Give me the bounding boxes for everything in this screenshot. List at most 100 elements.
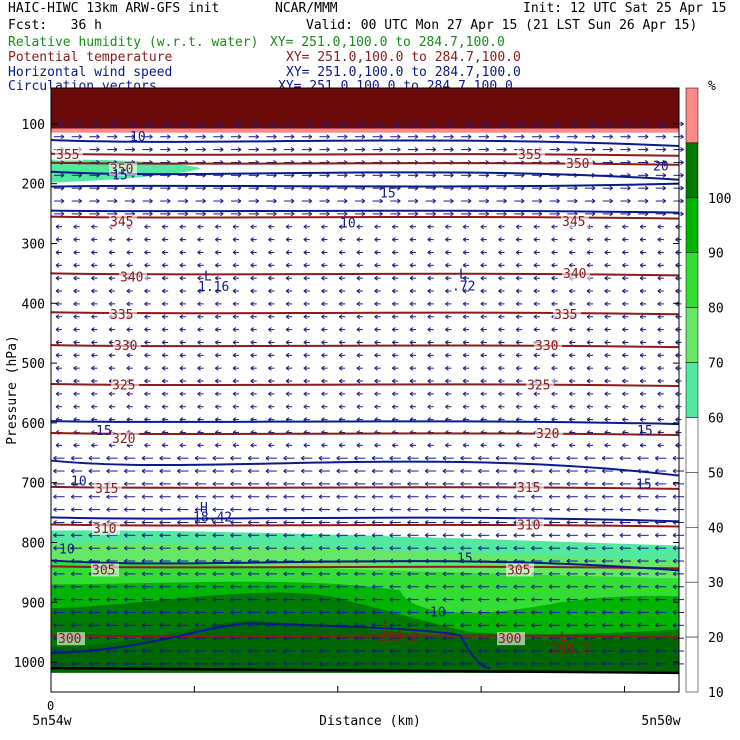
x-left-label: 5n54w — [32, 714, 71, 729]
vector-head — [604, 404, 608, 410]
vector-head — [268, 442, 272, 448]
circulation-vector — [338, 378, 346, 384]
circulation-vector — [498, 365, 505, 371]
vector-head — [586, 404, 591, 410]
vector-head — [161, 314, 166, 320]
vector-head — [247, 507, 252, 513]
circulation-vector — [655, 455, 667, 461]
circulation-vector — [91, 224, 98, 230]
vector-head — [55, 442, 60, 448]
circulation-vector — [179, 378, 186, 384]
circulation-vector — [638, 198, 649, 204]
circulation-vector — [108, 365, 116, 371]
circulation-vector — [73, 224, 80, 230]
circulation-vector — [604, 224, 611, 230]
circulation-vector — [124, 198, 136, 204]
vector-head — [515, 340, 520, 345]
vector-head — [569, 391, 573, 397]
circulation-vector — [356, 378, 363, 384]
vector-head — [432, 198, 436, 204]
colorbar-segment — [685, 417, 699, 473]
circulation-vector — [584, 507, 596, 513]
circulation-vector — [445, 262, 452, 268]
circulation-vector — [445, 327, 452, 333]
circulation-vector — [108, 352, 116, 358]
vector-head — [141, 507, 146, 513]
circulation-vector — [70, 507, 83, 513]
vector-head — [407, 494, 411, 500]
circulation-vector — [177, 121, 189, 127]
circulation-vector — [161, 314, 169, 320]
circulation-vector — [301, 134, 313, 140]
vector-head — [538, 134, 543, 140]
vector-head — [237, 121, 242, 127]
vector-head — [131, 147, 136, 153]
circulation-vector — [265, 494, 277, 500]
circulation-vector — [54, 211, 65, 217]
circulation-vector — [212, 468, 224, 474]
circulation-vector — [622, 442, 629, 448]
vector-head — [53, 494, 57, 500]
circulation-vector — [247, 494, 260, 500]
circulation-vector — [108, 288, 116, 294]
vector-head — [55, 391, 60, 397]
circulation-vector — [462, 262, 470, 268]
circulation-vector — [250, 250, 257, 255]
vector-head — [265, 520, 270, 525]
vector-head — [427, 365, 431, 371]
circulation-vector — [231, 121, 242, 127]
circulation-vector — [515, 288, 523, 294]
vector-head — [551, 237, 555, 243]
vector-head — [639, 288, 644, 294]
vector-head — [409, 288, 414, 294]
vector-head — [609, 198, 613, 204]
vector-head — [480, 442, 485, 448]
vector-head — [131, 198, 136, 204]
circulation-vector — [462, 340, 470, 345]
vector-head — [533, 250, 538, 255]
vector-head — [212, 520, 217, 525]
vector-head — [215, 250, 219, 255]
circulation-vector — [321, 237, 328, 243]
circulation-vector — [445, 288, 452, 294]
vector-head — [55, 314, 60, 320]
circulation-vector — [179, 288, 186, 294]
vector-head — [604, 301, 608, 307]
vector-head — [149, 198, 153, 204]
vector-head — [515, 288, 520, 294]
circulation-vector — [427, 301, 434, 307]
theta-contour-label: 320 — [536, 427, 559, 442]
vector-head — [533, 275, 538, 281]
circulation-vector — [551, 301, 558, 307]
circulation-vector — [213, 134, 224, 140]
vector-head — [639, 340, 644, 345]
vector-head — [409, 262, 414, 268]
circulation-vector — [231, 198, 242, 204]
vector-head — [55, 237, 60, 243]
circulation-vector — [445, 365, 452, 371]
vector-head — [338, 340, 343, 345]
circulation-vector — [161, 250, 169, 255]
vector-head — [374, 237, 378, 243]
circulation-vector — [338, 340, 346, 345]
vector-head — [301, 520, 305, 525]
vector-head — [407, 481, 411, 487]
vector-head — [113, 147, 118, 153]
vector-head — [680, 134, 684, 140]
vector-head — [179, 442, 184, 448]
circulation-vector — [392, 262, 399, 268]
circulation-vector — [639, 237, 647, 243]
circulation-vector — [250, 224, 257, 230]
circulation-vector — [177, 494, 189, 500]
vector-head — [662, 134, 667, 140]
vector-head — [197, 314, 201, 320]
circulation-vector — [142, 147, 153, 153]
theta-contour — [50, 152, 680, 157]
vector-head — [318, 494, 323, 500]
circulation-vector — [144, 365, 151, 371]
vector-head — [197, 340, 201, 345]
circulation-vector — [338, 391, 346, 397]
circulation-vector — [461, 134, 472, 140]
extremum-value: 298.2 — [551, 642, 590, 657]
circulation-vector — [409, 340, 416, 345]
